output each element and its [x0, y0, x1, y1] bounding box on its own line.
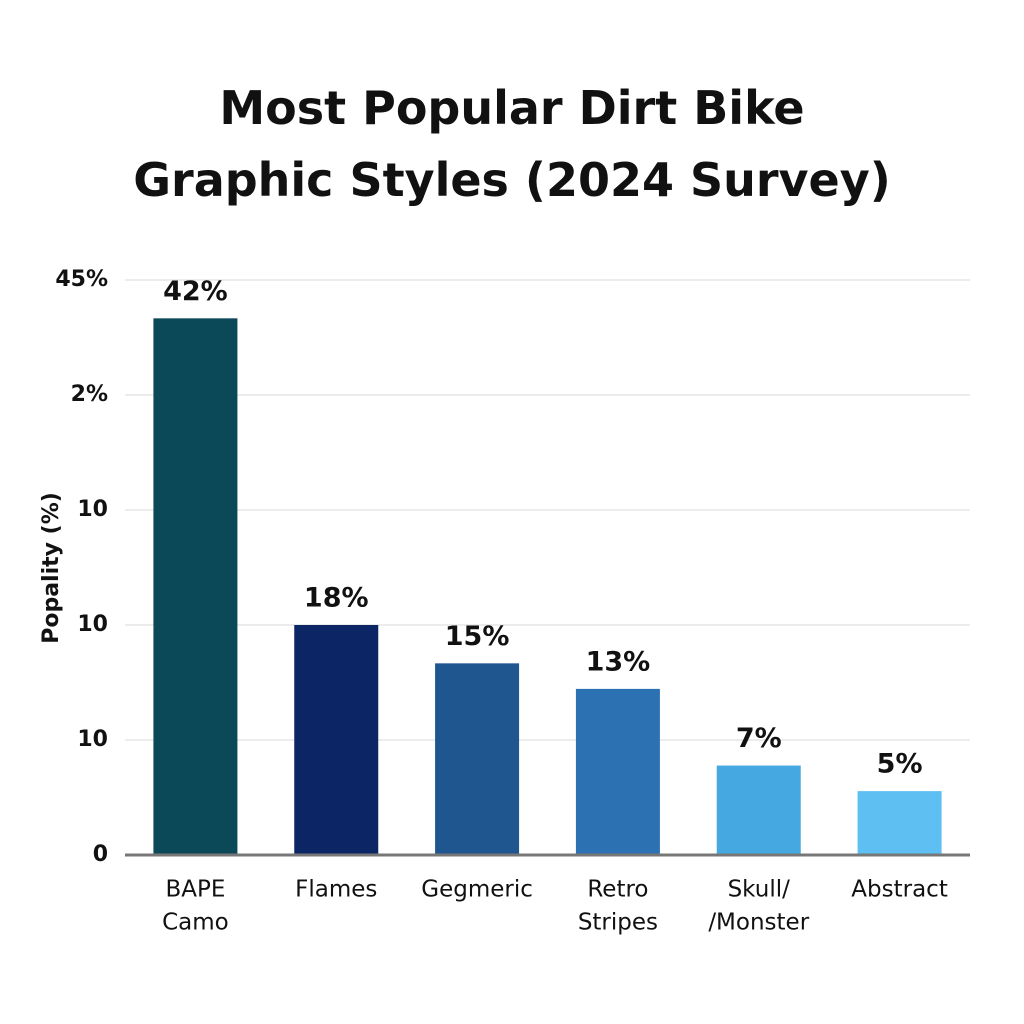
x-tick-label: Flames: [295, 877, 377, 903]
x-tick-label: /Monster: [708, 910, 809, 936]
data-label: 13%: [586, 646, 651, 677]
chart-title: Most Popular Dirt Bike Graphic Styles (2…: [133, 81, 891, 207]
data-label: 5%: [877, 749, 923, 780]
bar: [435, 663, 520, 855]
data-label: 42%: [163, 276, 228, 307]
data-label: 7%: [736, 723, 782, 754]
y-tick-label: 2%: [71, 382, 108, 407]
x-tick-label: Retro: [587, 877, 648, 903]
x-tick-label: BAPE: [165, 877, 225, 903]
y-tick-label: 45%: [55, 267, 108, 292]
y-tick-label: 0: [93, 842, 108, 867]
x-tick-label: Gegmeric: [421, 877, 533, 903]
bar: [716, 765, 801, 855]
data-label: 18%: [304, 583, 369, 614]
y-tick-label: 10: [77, 612, 108, 637]
x-tick-label: Stripes: [578, 910, 658, 936]
bar: [857, 791, 942, 855]
bar: [294, 625, 379, 855]
bar: [575, 688, 660, 855]
y-tick-label: 10: [77, 497, 108, 522]
x-tick-label: Camo: [162, 910, 229, 936]
y-axis-label: Popality (%): [39, 492, 64, 644]
y-tick-label: 10: [77, 727, 108, 752]
x-tick-label: Abstract: [851, 877, 948, 903]
data-label: 15%: [445, 621, 510, 652]
x-tick-label: Skull/: [728, 877, 791, 903]
bar: [153, 318, 238, 855]
